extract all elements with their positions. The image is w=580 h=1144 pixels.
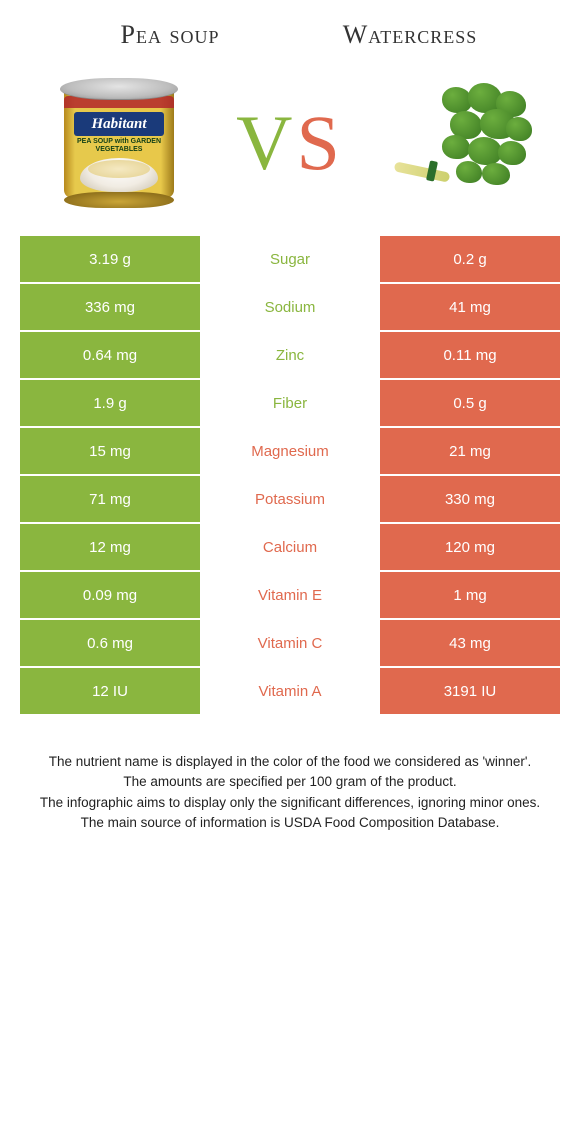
nutrient-name: Fiber <box>200 380 380 426</box>
right-food-title: Watercress <box>290 20 530 50</box>
footnotes: The nutrient name is displayed in the co… <box>30 752 550 833</box>
left-food-title: Pea soup <box>50 20 290 50</box>
right-value: 0.2 g <box>380 236 560 282</box>
table-row: 0.09 mgVitamin E1 mg <box>20 572 560 620</box>
table-row: 336 mgSodium41 mg <box>20 284 560 332</box>
nutrient-name: Sodium <box>200 284 380 330</box>
right-value: 0.5 g <box>380 380 560 426</box>
footnote-line: The infographic aims to display only the… <box>30 793 550 813</box>
image-row: Habitant PEA SOUP with GARDEN VEGETABLES… <box>20 62 560 236</box>
table-row: 15 mgMagnesium21 mg <box>20 428 560 476</box>
table-row: 0.64 mgZinc0.11 mg <box>20 332 560 380</box>
can-subtext: PEA SOUP with GARDEN VEGETABLES <box>74 138 164 153</box>
nutrient-name: Sugar <box>200 236 380 282</box>
left-value: 0.09 mg <box>20 572 200 618</box>
left-value: 12 mg <box>20 524 200 570</box>
left-value: 12 IU <box>20 668 200 714</box>
vs-s: S <box>296 99 343 186</box>
right-value: 21 mg <box>380 428 560 474</box>
table-row: 12 mgCalcium120 mg <box>20 524 560 572</box>
left-value: 0.6 mg <box>20 620 200 666</box>
right-food-image <box>386 68 536 218</box>
nutrient-name: Potassium <box>200 476 380 522</box>
vs-v: V <box>236 99 296 186</box>
right-value: 330 mg <box>380 476 560 522</box>
table-row: 1.9 gFiber0.5 g <box>20 380 560 428</box>
right-value: 1 mg <box>380 572 560 618</box>
right-value: 3191 IU <box>380 668 560 714</box>
page: Pea soup Watercress Habitant PEA SOUP wi… <box>0 0 580 863</box>
footnote-line: The amounts are specified per 100 gram o… <box>30 772 550 792</box>
table-row: 3.19 gSugar0.2 g <box>20 236 560 284</box>
right-value: 0.11 mg <box>380 332 560 378</box>
footnote-line: The main source of information is USDA F… <box>30 813 550 833</box>
left-value: 3.19 g <box>20 236 200 282</box>
vs-label: VS <box>236 98 344 188</box>
left-food-image: Habitant PEA SOUP with GARDEN VEGETABLES <box>44 68 194 218</box>
nutrient-name: Vitamin E <box>200 572 380 618</box>
table-row: 12 IUVitamin A3191 IU <box>20 668 560 716</box>
left-value: 71 mg <box>20 476 200 522</box>
nutrient-name: Magnesium <box>200 428 380 474</box>
watercress-icon <box>386 83 536 203</box>
left-value: 15 mg <box>20 428 200 474</box>
nutrient-name: Vitamin A <box>200 668 380 714</box>
comparison-table: 3.19 gSugar0.2 g336 mgSodium41 mg0.64 mg… <box>20 236 560 716</box>
left-value: 336 mg <box>20 284 200 330</box>
nutrient-name: Zinc <box>200 332 380 378</box>
left-value: 0.64 mg <box>20 332 200 378</box>
right-value: 41 mg <box>380 284 560 330</box>
table-row: 0.6 mgVitamin C43 mg <box>20 620 560 668</box>
soup-can-icon: Habitant PEA SOUP with GARDEN VEGETABLES <box>60 78 178 208</box>
right-value: 120 mg <box>380 524 560 570</box>
right-value: 43 mg <box>380 620 560 666</box>
nutrient-name: Vitamin C <box>200 620 380 666</box>
nutrient-name: Calcium <box>200 524 380 570</box>
can-brand: Habitant <box>74 112 164 136</box>
table-row: 71 mgPotassium330 mg <box>20 476 560 524</box>
header: Pea soup Watercress <box>20 20 560 62</box>
footnote-line: The nutrient name is displayed in the co… <box>30 752 550 772</box>
left-value: 1.9 g <box>20 380 200 426</box>
